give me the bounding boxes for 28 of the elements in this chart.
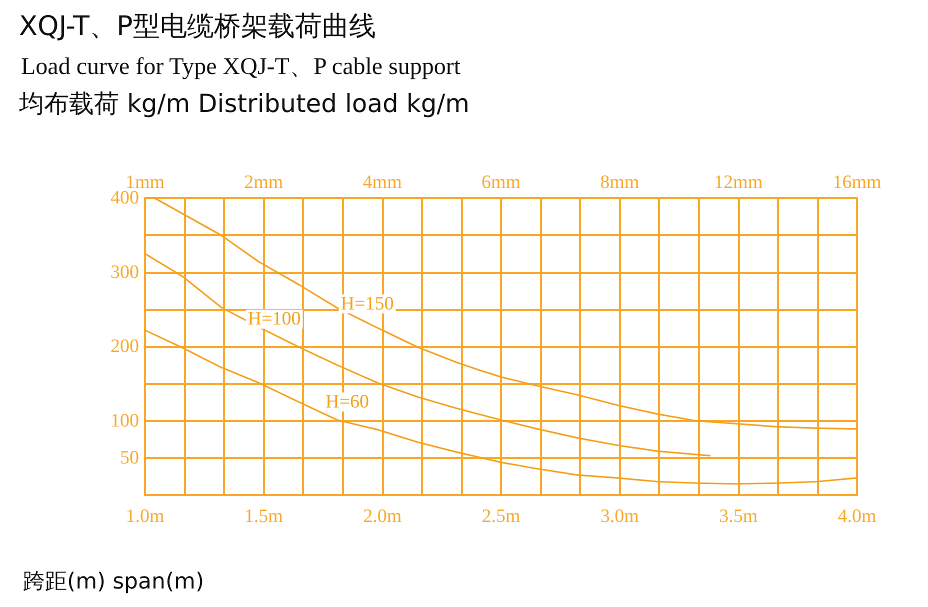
y-tick-label: 50 (120, 447, 139, 468)
x-tick-label: 4.0m (838, 506, 876, 527)
series-label: H=150 (340, 293, 394, 314)
y-tick-label: 200 (110, 336, 139, 357)
x-tick-label: 3.5m (719, 506, 758, 527)
text: 8mm (600, 172, 640, 193)
x-tick-label: 1.5m (244, 506, 284, 527)
y-tick-label: 400 (110, 188, 139, 208)
y-tick-label: 300 (110, 262, 139, 283)
chart-subtitle: Load curve for Type XQJ-T、P cable support (21, 54, 461, 80)
chart-title: XQJ-T、P型电缆桥架载荷曲线 (19, 11, 376, 42)
text: 2mm (244, 172, 284, 193)
line-series (144, 252, 711, 456)
y-tick-label: 100 (110, 410, 139, 432)
x-tick-label: 2.0m (363, 506, 402, 527)
text: 6mm (481, 172, 521, 193)
text: 12mm (714, 172, 763, 193)
line-series (154, 197, 858, 430)
series-label: H=100 (248, 308, 301, 330)
text: 16mm (832, 172, 882, 193)
x-axis-title: 跨距(m) span(m) (23, 570, 204, 594)
text: 4mm (362, 172, 402, 193)
line-series (144, 329, 858, 485)
x-tick-label: 3.0m (600, 506, 640, 527)
series-label: H=60 (326, 392, 369, 413)
y-axis-title: 均布载荷 kg/m Distributed load kg/m (18, 89, 470, 118)
x-tick-label: 2.5m (482, 506, 520, 527)
x-tick-label: 1.0m (126, 506, 164, 527)
